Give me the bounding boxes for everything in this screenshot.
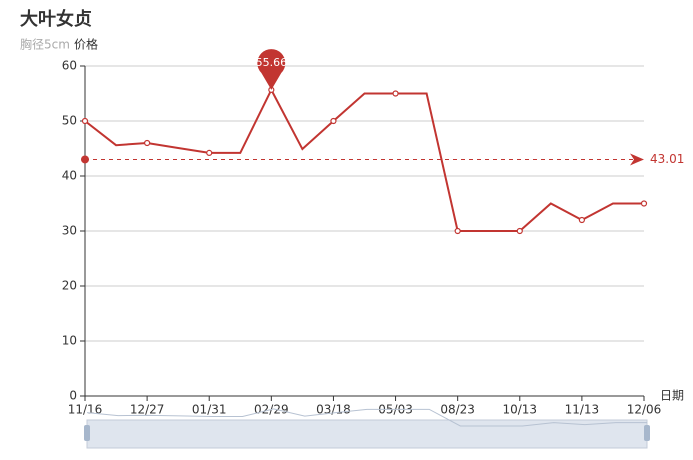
point [454,227,461,235]
x-tick-label: 12/27 [130,403,165,417]
y-tick-label: 0 [69,389,77,403]
x-tick-label: 11/16 [68,403,103,417]
mean-label: 43.01 [650,152,684,166]
x-tick-label: 01/31 [192,403,227,417]
x-tick-label: 12/06 [627,403,662,417]
y-tick-label: 50 [62,114,77,128]
point [144,139,151,147]
zoom-slider[interactable] [86,419,648,449]
x-axis-label: 日期 [660,389,684,403]
x-tick-label: 10/13 [502,403,537,417]
y-tick-label: 20 [62,279,77,293]
max-pin [257,49,286,90]
legend-entry[interactable]: 价格 [74,37,98,52]
point [640,200,648,207]
point [392,90,399,97]
point [206,149,213,156]
mean-arrow [630,153,644,166]
y-tick-label: 30 [62,224,77,238]
mean-start [81,155,89,164]
max-label: 55.66 [256,56,288,69]
zoom-handle[interactable] [84,425,90,441]
point [330,117,337,125]
point [578,216,585,224]
x-tick-label: 11/13 [565,403,600,417]
line-series [84,87,644,232]
zoom-handle[interactable] [644,425,650,441]
x-tick-label: 03/18 [316,403,351,417]
zoom-shadow [86,408,647,427]
point [81,117,89,125]
chart-subtitle: 胸径5cm [20,37,70,52]
y-tick-label: 10 [62,334,77,348]
y-tick-label: 60 [62,59,77,73]
chart-title: 大叶女贞 [20,8,92,30]
x-tick-label: 08/23 [440,403,475,417]
y-tick-label: 40 [62,169,77,183]
point [516,227,523,235]
